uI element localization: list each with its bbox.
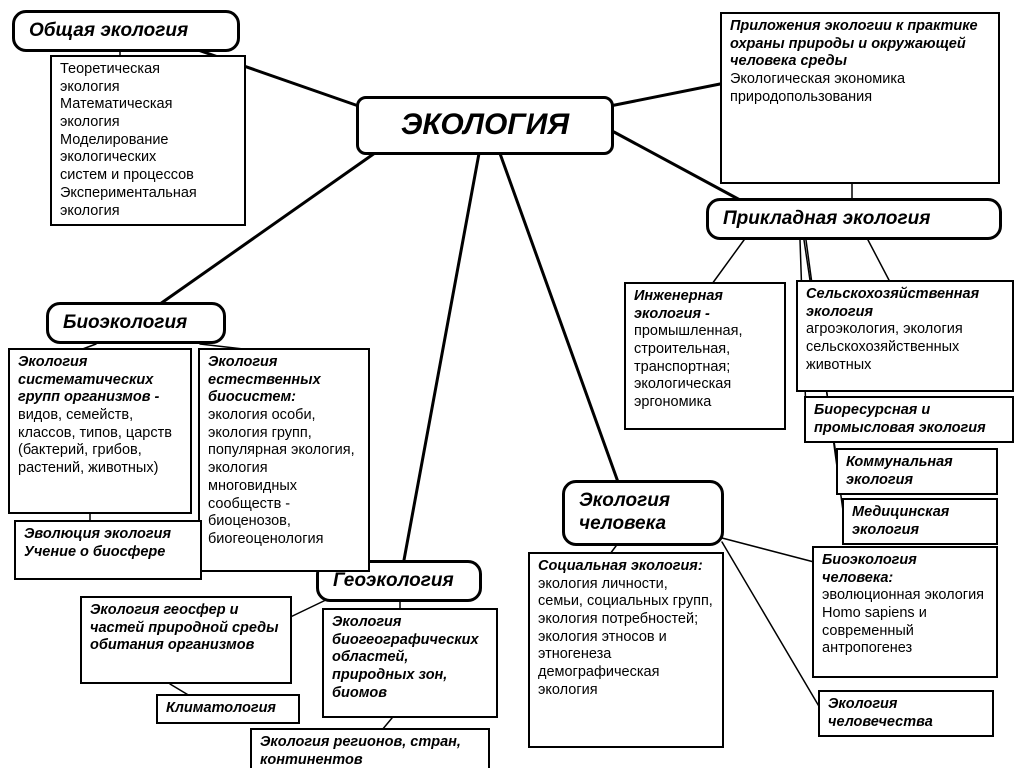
leaf-bio-systematic-groups: Экология систематических групп организмо… (8, 348, 192, 514)
leaf-bio-evolution: Эволюция экология Учение о биосфере (14, 520, 202, 580)
leaf-applied-engineering: Инженерная экология - промышленная, стро… (624, 282, 786, 430)
branch-human-ecology: Экология человека (562, 480, 724, 546)
branch-general: Общая экология (12, 10, 240, 52)
leaf-general-items: Теоретическая экология Математическая эк… (50, 55, 246, 226)
branch-applied-ecology: Прикладная экология (706, 198, 1002, 240)
leaf-geo-biogeographic: Экология биогеографических областей, при… (322, 608, 498, 718)
center-node: ЭКОЛОГИЯ (356, 96, 614, 155)
leaf-applied-medical: Медицинская экология (842, 498, 998, 545)
leaf-bio-biosystems: Экология естественных биосистем: экологи… (198, 348, 370, 572)
leaf-human-bioecology: Биоэкология человека: эволюционная эколо… (812, 546, 998, 678)
concept-map-canvas: ЭКОЛОГИЯ Общая экология Биоэкология Геоэ… (0, 0, 1024, 768)
leaf-human-humanity: Экология человечества (818, 690, 994, 737)
branch-bioecology: Биоэкология (46, 302, 226, 344)
leaf-geo-regions: Экология регионов, стран, континентов (250, 728, 490, 768)
leaf-applied-bioresource: Биоресурсная и промысловая экология (804, 396, 1014, 443)
leaf-applied-top: Приложения экологии к практике охраны пр… (720, 12, 1000, 184)
leaf-geo-spheres: Экология геосфер и частей природной сред… (80, 596, 292, 684)
leaf-geo-climatology: Климатология (156, 694, 300, 724)
leaf-applied-agro: Сельскохозяйственная экология агроэколог… (796, 280, 1014, 392)
leaf-human-social: Социальная экология: экология личности, … (528, 552, 724, 748)
leaf-applied-communal: Коммунальная экология (836, 448, 998, 495)
